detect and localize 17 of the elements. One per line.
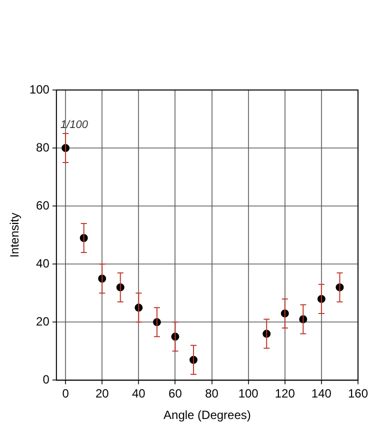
x-tick-label: 160	[348, 386, 368, 401]
y-tick-label: 60	[36, 198, 50, 212]
x-tick-label: 0	[62, 386, 70, 401]
x-tick-label: 140	[311, 386, 332, 401]
x-tick-label: 120	[274, 386, 296, 401]
x-tick-label: 20	[95, 386, 110, 401]
x-tick-label: 80	[205, 386, 219, 401]
x-tick-label: 60	[168, 386, 182, 401]
x-tick-label: 40	[132, 386, 146, 401]
x-axis-title: Angle (Degrees)	[164, 408, 251, 422]
x-tick-label: 100	[238, 386, 259, 401]
y-tick-label: 80	[36, 140, 50, 154]
y-tick-label: 20	[36, 314, 50, 328]
y-tick-label: 0	[42, 372, 50, 387]
y-tick-label: 100	[29, 82, 50, 96]
y-tick-label: 40	[36, 256, 50, 270]
y-axis-title: Intensity	[8, 212, 22, 258]
